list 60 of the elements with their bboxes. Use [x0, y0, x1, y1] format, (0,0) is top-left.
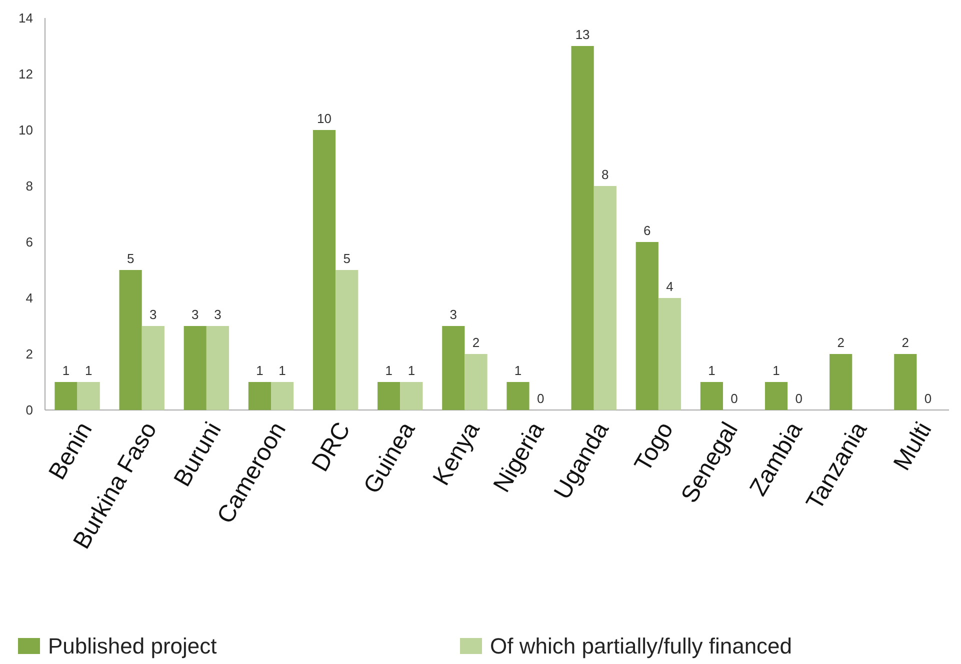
data-label: 0 [924, 391, 932, 406]
bar [830, 354, 852, 410]
data-label: 10 [317, 111, 332, 126]
data-label: 1 [256, 363, 264, 378]
data-label: 8 [602, 167, 609, 182]
data-label: 0 [795, 391, 802, 406]
data-label: 3 [450, 307, 458, 322]
data-label: 1 [278, 363, 286, 378]
y-tick-label: 12 [18, 66, 33, 82]
data-label: 3 [214, 307, 222, 322]
data-label: 1 [408, 363, 416, 378]
data-label: 2 [902, 335, 910, 350]
data-label: 1 [514, 363, 522, 378]
data-label: 0 [536, 391, 544, 406]
legend-label: Published project [48, 634, 217, 659]
data-label: 3 [150, 307, 157, 322]
bar [312, 130, 336, 410]
y-tick-label: 14 [18, 10, 33, 26]
data-label: 3 [192, 307, 199, 322]
bar [336, 270, 358, 410]
legend-label: Of which partially/fully financed [490, 634, 792, 659]
data-label: 1 [385, 363, 392, 378]
bar [271, 382, 294, 410]
bar [464, 354, 488, 410]
bar [142, 326, 164, 410]
bar [700, 382, 723, 410]
data-label: 1 [772, 363, 780, 378]
y-tick-label: 4 [26, 290, 33, 306]
data-label: 2 [837, 335, 844, 350]
bar [184, 326, 206, 410]
bar [506, 382, 530, 410]
bar [77, 382, 100, 410]
bar [764, 382, 788, 410]
data-label: 13 [575, 27, 590, 42]
data-label: 4 [666, 279, 674, 294]
bar [636, 242, 658, 410]
bar [248, 382, 271, 410]
y-tick-label: 10 [18, 122, 33, 138]
data-label: 0 [730, 391, 738, 406]
bar [442, 326, 465, 410]
bar [571, 46, 594, 410]
y-tick-label: 0 [26, 402, 33, 418]
data-label: 5 [343, 251, 350, 266]
bar [894, 354, 917, 410]
data-label: 1 [62, 363, 70, 378]
data-label: 6 [644, 223, 651, 238]
bar [206, 326, 230, 410]
data-label: 1 [84, 363, 92, 378]
bar [594, 186, 616, 410]
y-tick-label: 2 [26, 346, 33, 362]
y-tick-label: 8 [26, 178, 33, 194]
bar [400, 382, 423, 410]
bar [54, 382, 78, 410]
bar [378, 382, 400, 410]
data-label: 2 [472, 335, 480, 350]
data-label: 5 [126, 251, 134, 266]
bar [119, 270, 142, 410]
data-label: 1 [708, 363, 716, 378]
y-tick-label: 6 [26, 234, 33, 250]
bar [658, 298, 682, 410]
